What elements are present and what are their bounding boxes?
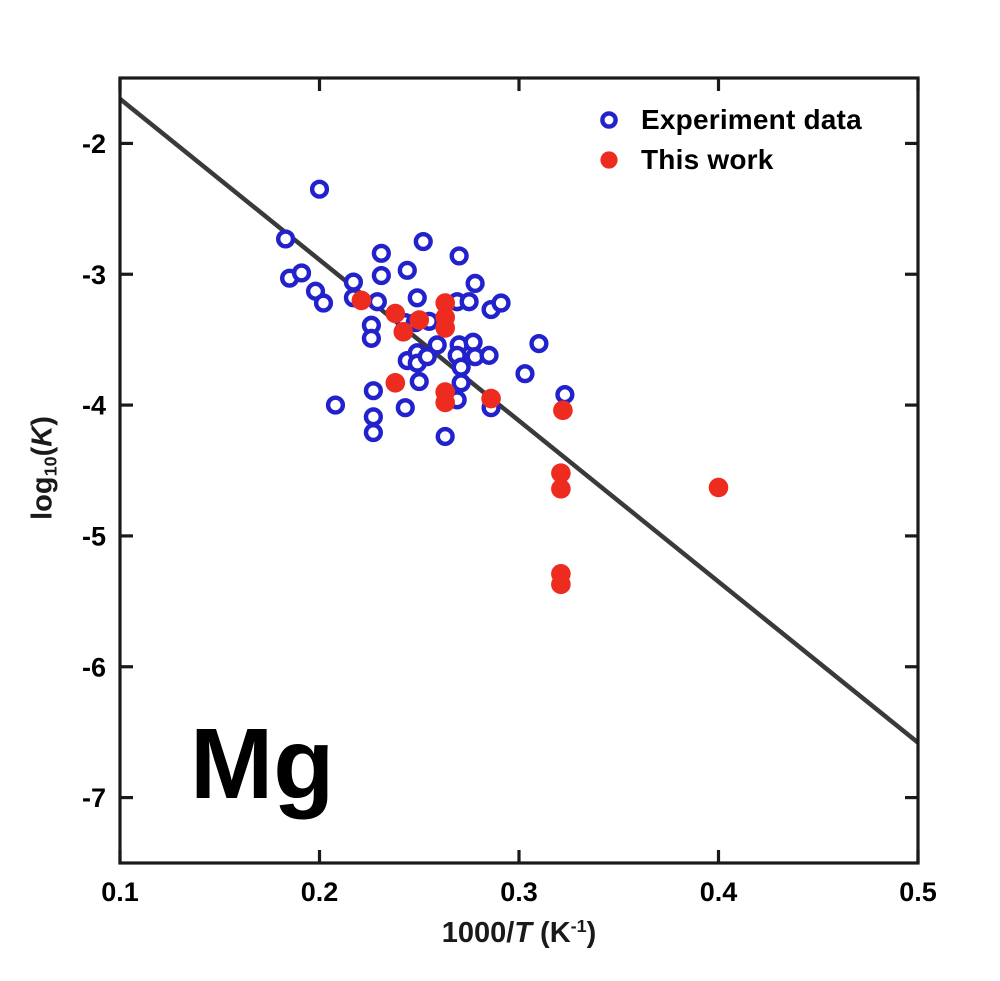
data-point-experiment xyxy=(363,407,383,427)
x-tick-label: 0.4 xyxy=(700,877,738,907)
y-tick-label: -2 xyxy=(82,129,106,159)
fit-line xyxy=(118,97,920,745)
data-point-experiment xyxy=(275,229,296,249)
data-point-this-work xyxy=(351,290,372,311)
x-tick-label: 0.3 xyxy=(500,877,538,907)
x-axis-title: 1000/T (K-1) xyxy=(441,916,597,949)
data-point-this-work xyxy=(708,477,729,498)
data-point-experiment xyxy=(409,371,429,392)
data-point-experiment xyxy=(363,422,383,443)
x-tick-label: 0.1 xyxy=(101,877,139,907)
data-point-experiment xyxy=(397,260,417,280)
data-point-this-work xyxy=(435,293,455,313)
data-point-experiment xyxy=(417,347,437,367)
data-point-this-work xyxy=(393,322,414,342)
data-point-this-work xyxy=(551,479,571,499)
data-point-experiment xyxy=(407,288,427,308)
legend-item-experiment-data: Experiment data xyxy=(598,100,862,140)
data-point-experiment xyxy=(309,179,330,199)
data-point-experiment xyxy=(371,243,391,263)
data-point-this-work xyxy=(385,303,406,324)
data-point-experiment xyxy=(395,398,415,418)
legend-label-this-work: This work xyxy=(641,144,774,175)
data-point-experiment xyxy=(313,293,334,313)
y-tick-label: -7 xyxy=(82,783,106,813)
data-point-experiment xyxy=(427,335,447,355)
y-tick-label: -3 xyxy=(82,260,106,290)
data-point-this-work xyxy=(553,400,573,421)
data-point-this-work xyxy=(435,392,455,413)
data-point-experiment xyxy=(459,292,479,312)
data-point-experiment xyxy=(465,273,485,294)
legend-label-experiment-data: Experiment data xyxy=(641,104,862,135)
data-point-experiment xyxy=(371,265,391,286)
data-point-experiment xyxy=(413,231,433,252)
data-point-experiment xyxy=(325,395,346,415)
data-point-experiment xyxy=(435,426,455,447)
legend: Experiment data This work xyxy=(598,100,862,180)
data-point-experiment xyxy=(367,292,387,312)
y-tick-label: -4 xyxy=(82,391,106,421)
data-point-experiment xyxy=(479,345,499,365)
data-point-this-work xyxy=(409,310,430,330)
y-tick-label: -6 xyxy=(82,652,106,682)
data-point-this-work xyxy=(551,574,571,595)
element-label: Mg xyxy=(190,708,335,820)
data-point-experiment xyxy=(291,263,312,283)
data-point-experiment xyxy=(343,272,364,292)
open-circle-icon xyxy=(600,111,618,129)
data-point-experiment xyxy=(529,333,549,354)
legend-item-this-work: This work xyxy=(598,140,862,180)
data-point-experiment xyxy=(451,373,471,393)
data-point-this-work xyxy=(551,463,571,483)
data-point-this-work xyxy=(481,388,501,409)
data-point-experiment xyxy=(363,381,383,401)
data-point-this-work xyxy=(385,373,406,393)
y-tick-label: -5 xyxy=(82,521,106,551)
data-point-experiment xyxy=(361,328,381,348)
data-point-experiment xyxy=(555,385,575,405)
x-tick-label: 0.5 xyxy=(899,877,937,907)
data-point-this-work xyxy=(435,318,455,338)
filled-circle-icon xyxy=(600,151,618,169)
y-axis-title: log10(K) xyxy=(26,416,61,520)
data-point-experiment xyxy=(515,364,535,384)
data-point-experiment xyxy=(451,357,471,377)
data-point-experiment xyxy=(491,293,511,313)
x-tick-label: 0.2 xyxy=(301,877,339,907)
data-point-experiment xyxy=(449,246,469,266)
